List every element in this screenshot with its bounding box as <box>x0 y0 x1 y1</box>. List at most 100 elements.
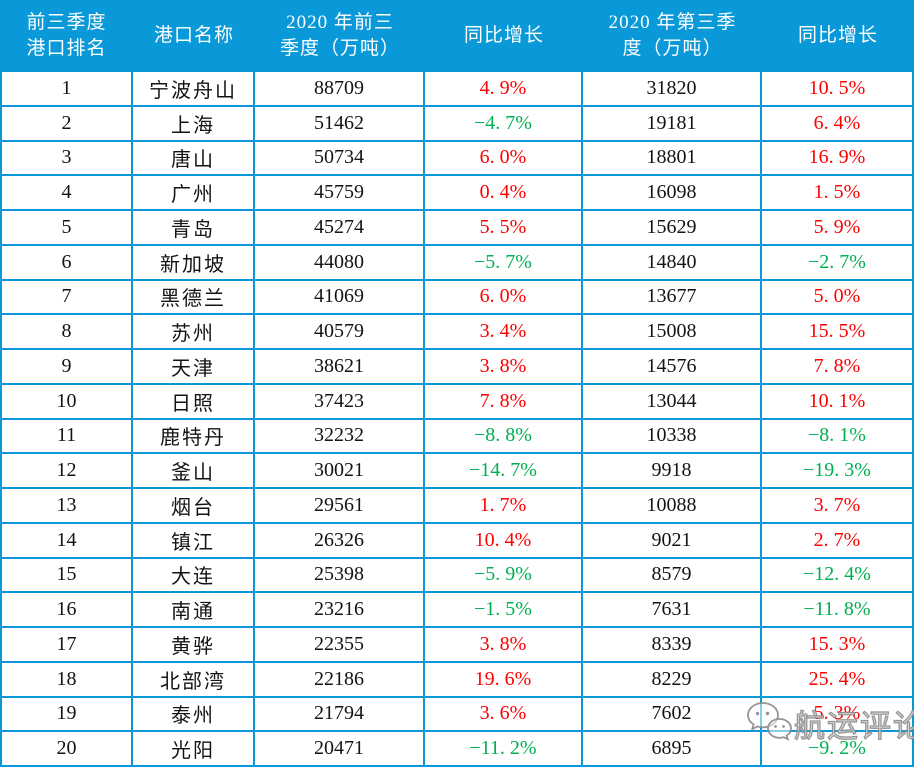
q3-volume-cell: 8579 <box>583 558 762 594</box>
rank-cell: 10 <box>2 384 133 420</box>
port-name-cell: 光阳 <box>133 732 255 767</box>
ytd-growth-cell: 3. 4% <box>425 315 583 350</box>
q3-growth-cell: −8. 1% <box>762 419 914 455</box>
port-name-cell: 烟台 <box>133 489 255 524</box>
port-name-cell: 镇江 <box>133 523 255 559</box>
q3-volume-cell: 14576 <box>583 350 762 385</box>
column-header-ytd-growth: 同比增长 <box>463 25 544 46</box>
ytd-growth-cell: −4. 7% <box>425 106 583 142</box>
q3-growth-cell: −11. 8% <box>762 593 914 628</box>
port-name-cell: 唐山 <box>133 141 255 177</box>
q3-volume-cell: 10338 <box>583 419 762 455</box>
ytd-volume-cell: 44080 <box>255 245 425 281</box>
ytd-growth-cell: 1. 7% <box>425 489 583 524</box>
ytd-volume-cell: 25398 <box>255 558 425 594</box>
ytd-volume-cell: 21794 <box>255 697 425 733</box>
port-name-cell: 上海 <box>133 106 255 142</box>
q3-growth-cell: 5. 9% <box>762 211 914 246</box>
ytd-volume-cell: 30021 <box>255 454 425 489</box>
q3-volume-cell: 10088 <box>583 489 762 524</box>
q3-growth-cell: 5. 3% <box>762 697 914 733</box>
ytd-volume-cell: 88709 <box>255 72 425 107</box>
ytd-growth-cell: −5. 7% <box>425 245 583 281</box>
ytd-growth-cell: −11. 2% <box>425 732 583 767</box>
port-name-cell: 广州 <box>133 176 255 211</box>
q3-volume-cell: 7602 <box>583 697 762 733</box>
rank-cell: 5 <box>2 211 133 246</box>
port-name-cell: 苏州 <box>133 315 255 350</box>
rank-cell: 20 <box>2 732 133 767</box>
q3-volume-cell: 8229 <box>583 662 762 698</box>
port-name-cell: 黄骅 <box>133 628 255 663</box>
rank-cell: 15 <box>2 558 133 594</box>
rank-cell: 7 <box>2 280 133 316</box>
q3-volume-cell: 31820 <box>583 72 762 107</box>
ytd-volume-cell: 45274 <box>255 211 425 246</box>
q3-volume-cell: 6895 <box>583 732 762 767</box>
port-name-cell: 新加坡 <box>133 245 255 281</box>
port-name-cell: 釜山 <box>133 454 255 489</box>
q3-volume-cell: 18801 <box>583 141 762 177</box>
ytd-volume-cell: 22355 <box>255 628 425 663</box>
rank-cell: 11 <box>2 419 133 455</box>
ytd-volume-cell: 37423 <box>255 384 425 420</box>
q3-volume-cell: 15008 <box>583 315 762 350</box>
ytd-volume-cell: 40579 <box>255 315 425 350</box>
q3-growth-cell: 16. 9% <box>762 141 914 177</box>
ytd-volume-cell: 29561 <box>255 489 425 524</box>
rank-cell: 3 <box>2 141 133 177</box>
rank-cell: 12 <box>2 454 133 489</box>
rank-cell: 14 <box>2 523 133 559</box>
rank-cell: 6 <box>2 245 133 281</box>
ytd-volume-cell: 20471 <box>255 732 425 767</box>
column-header-ytd-volume: 2020 年前三 季度（万吨） <box>279 12 400 59</box>
q3-growth-cell: 2. 7% <box>762 523 914 559</box>
q3-growth-cell: 1. 5% <box>762 176 914 211</box>
ytd-growth-cell: 3. 6% <box>425 697 583 733</box>
ytd-growth-cell: 4. 9% <box>425 72 583 107</box>
ytd-volume-cell: 51462 <box>255 106 425 142</box>
rank-cell: 16 <box>2 593 133 628</box>
q3-volume-cell: 9021 <box>583 523 762 559</box>
q3-volume-cell: 16098 <box>583 176 762 211</box>
ytd-volume-cell: 26326 <box>255 523 425 559</box>
q3-volume-cell: 9918 <box>583 454 762 489</box>
ytd-volume-cell: 45759 <box>255 176 425 211</box>
ytd-growth-cell: 6. 0% <box>425 280 583 316</box>
q3-volume-cell: 15629 <box>583 211 762 246</box>
q3-growth-cell: 15. 5% <box>762 315 914 350</box>
port-name-cell: 宁波舟山 <box>133 72 255 107</box>
ytd-growth-cell: 3. 8% <box>425 350 583 385</box>
ytd-growth-cell: −8. 8% <box>425 419 583 455</box>
q3-growth-cell: −12. 4% <box>762 558 914 594</box>
port-name-cell: 日照 <box>133 384 255 420</box>
q3-growth-cell: 15. 3% <box>762 628 914 663</box>
q3-growth-cell: 25. 4% <box>762 662 914 698</box>
ytd-volume-cell: 38621 <box>255 350 425 385</box>
table-body: 1 宁波舟山 88709 4. 9% 31820 10. 5% 2 上海 514… <box>0 72 914 767</box>
rank-cell: 13 <box>2 489 133 524</box>
q3-volume-cell: 14840 <box>583 245 762 281</box>
ytd-growth-cell: 19. 6% <box>425 662 583 698</box>
q3-growth-cell: −2. 7% <box>762 245 914 281</box>
ytd-growth-cell: 6. 0% <box>425 141 583 177</box>
port-name-cell: 北部湾 <box>133 662 255 698</box>
ytd-growth-cell: 10. 4% <box>425 523 583 559</box>
ytd-growth-cell: 7. 8% <box>425 384 583 420</box>
port-name-cell: 青岛 <box>133 211 255 246</box>
q3-growth-cell: 3. 7% <box>762 489 914 524</box>
rank-cell: 18 <box>2 662 133 698</box>
ytd-growth-cell: −5. 9% <box>425 558 583 594</box>
column-header-q3-volume: 2020 年第三季 度（万吨） <box>608 12 737 59</box>
ytd-growth-cell: 5. 5% <box>425 211 583 246</box>
ytd-volume-cell: 22186 <box>255 662 425 698</box>
ytd-volume-cell: 23216 <box>255 593 425 628</box>
rank-cell: 2 <box>2 106 133 142</box>
rank-cell: 19 <box>2 697 133 733</box>
ytd-growth-cell: 3. 8% <box>425 628 583 663</box>
q3-volume-cell: 7631 <box>583 593 762 628</box>
column-header-port-name: 港口名称 <box>153 25 234 46</box>
rank-cell: 8 <box>2 315 133 350</box>
column-header-rank: 前三季度 港口排名 <box>26 12 107 59</box>
